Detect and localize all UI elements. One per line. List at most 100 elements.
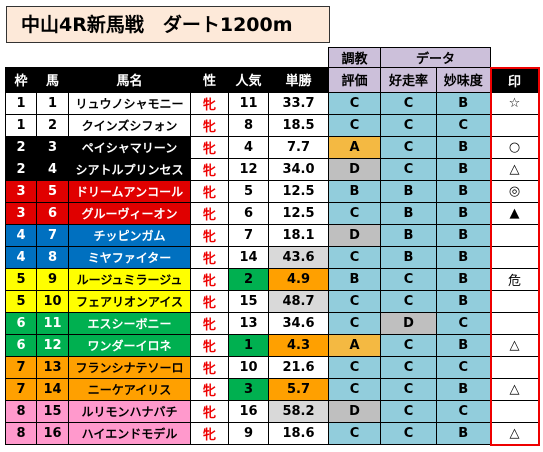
popularity: 7	[228, 223, 269, 247]
horse-number: 13	[36, 355, 69, 379]
sex: 牝	[190, 377, 229, 401]
win-rate: C	[380, 399, 437, 423]
mark: △	[489, 377, 540, 401]
frame: 2	[5, 135, 37, 159]
win-rate: C	[380, 289, 437, 313]
popularity: 6	[228, 201, 269, 225]
sex: 牝	[190, 289, 229, 313]
mark: △	[489, 333, 540, 357]
popularity: 16	[228, 399, 269, 423]
training-grade: B	[328, 179, 381, 203]
mark	[489, 399, 540, 423]
horse-name: フランシナテソーロ	[68, 355, 191, 379]
value-grade: B	[436, 223, 491, 247]
column-header: 好走率	[380, 67, 437, 93]
mark	[489, 113, 540, 137]
horse-number: 15	[36, 399, 69, 423]
value-grade: B	[436, 179, 491, 203]
frame: 3	[5, 179, 37, 203]
horse-number: 4	[36, 157, 69, 181]
frame: 7	[5, 377, 37, 401]
horse-number: 11	[36, 311, 69, 335]
odds: 34.0	[268, 157, 329, 181]
column-header: 枠	[5, 67, 37, 93]
win-rate: B	[380, 223, 437, 247]
sex: 牝	[190, 113, 229, 137]
value-grade: C	[436, 399, 491, 423]
horse-name: エスシーボニー	[68, 311, 191, 335]
odds: 34.6	[268, 311, 329, 335]
training-grade: C	[328, 311, 381, 335]
win-rate: C	[380, 113, 437, 137]
sex: 牝	[190, 311, 229, 335]
column-header: 性	[190, 67, 229, 93]
mark: ◎	[489, 179, 540, 203]
blank	[491, 48, 539, 68]
value-grade: C	[436, 113, 491, 137]
win-rate: C	[380, 91, 437, 115]
column-header: 印	[489, 66, 540, 93]
frame: 3	[5, 201, 37, 225]
column-header: 評価	[328, 67, 381, 93]
sex: 牝	[190, 157, 229, 181]
horse-name: チッピンガム	[68, 223, 191, 247]
horse-name: シアトルプリンセス	[68, 157, 191, 181]
frame: 1	[5, 113, 37, 137]
sex: 牝	[190, 135, 229, 159]
column-header: 馬	[36, 67, 69, 93]
horse-number: 1	[36, 91, 69, 115]
odds: 18.6	[268, 421, 329, 445]
frame: 4	[5, 245, 37, 269]
value-grade: B	[436, 377, 491, 401]
mark: ▲	[489, 201, 540, 225]
odds: 4.3	[268, 333, 329, 357]
column-header: 妙味度	[436, 67, 491, 93]
title: 中山4R新馬戦 ダート1200m	[6, 6, 330, 43]
value-grade: C	[436, 355, 491, 379]
frame: 6	[5, 333, 37, 357]
odds: 7.7	[268, 135, 329, 159]
mark: ○	[489, 135, 540, 159]
training-grade: A	[328, 333, 381, 357]
sex: 牝	[190, 223, 229, 247]
horse-name: ミヤファイター	[68, 245, 191, 269]
training-grade: C	[328, 377, 381, 401]
training-grade: C	[328, 245, 381, 269]
odds: 12.5	[268, 201, 329, 225]
value-grade: B	[436, 201, 491, 225]
odds: 33.7	[268, 91, 329, 115]
training-grade: D	[328, 223, 381, 247]
popularity: 4	[228, 135, 269, 159]
training-grade: C	[328, 289, 381, 313]
win-rate: C	[380, 421, 437, 445]
training-grade: D	[328, 157, 381, 181]
value-grade: B	[436, 157, 491, 181]
value-grade: B	[436, 245, 491, 269]
frame: 6	[5, 311, 37, 335]
horse-name: フェアリオンアイス	[68, 289, 191, 313]
race-table: 調教 データ枠馬馬名性人気 単勝 評価 好走率 妙味度印 1 1 リュウノシャモニー牝 11 33.…	[5, 47, 540, 446]
sex: 牝	[190, 399, 229, 423]
win-rate: D	[380, 311, 437, 335]
win-rate: B	[380, 201, 437, 225]
mark: 危	[489, 267, 540, 291]
value-grade: B	[436, 421, 491, 445]
horse-name: ニーケアイリス	[68, 377, 191, 401]
horse-name: ワンダーイロネ	[68, 333, 191, 357]
value-grade: C	[436, 311, 491, 335]
horse-number: 12	[36, 333, 69, 357]
odds: 21.6	[268, 355, 329, 379]
frame: 7	[5, 355, 37, 379]
training-grade: C	[328, 201, 381, 225]
column-header: 人気	[228, 67, 269, 93]
popularity: 11	[228, 91, 269, 115]
win-rate: C	[380, 267, 437, 291]
horse-name: クインズシフォン	[68, 113, 191, 137]
frame: 8	[5, 399, 37, 423]
training-grade: D	[328, 399, 381, 423]
mark	[489, 223, 540, 247]
popularity: 14	[228, 245, 269, 269]
frame: 5	[5, 289, 37, 313]
sex: 牝	[190, 421, 229, 445]
frame: 8	[5, 421, 37, 445]
